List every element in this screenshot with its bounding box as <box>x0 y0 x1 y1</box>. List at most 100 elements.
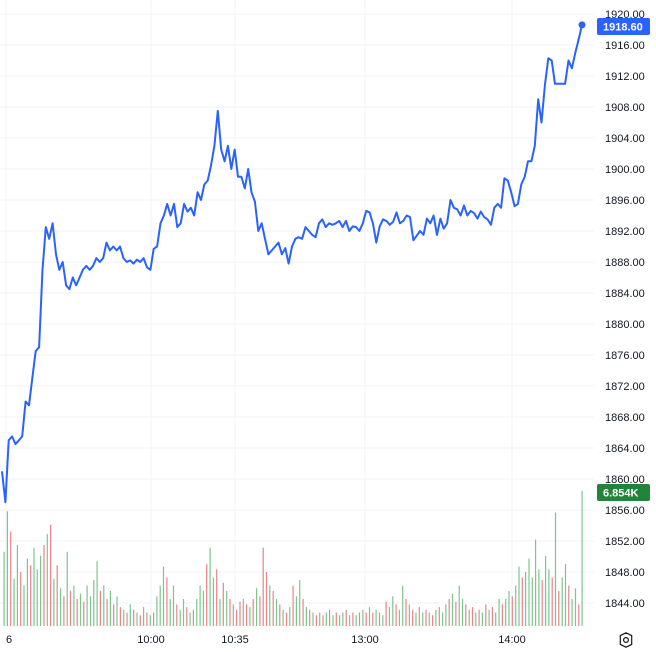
y-tick-label: 1868.00 <box>605 412 645 424</box>
volume-bar <box>119 607 121 626</box>
gear-icon <box>619 632 633 648</box>
volume-bar <box>448 599 450 626</box>
volume-bar <box>445 604 447 626</box>
volume-bar <box>305 607 307 626</box>
volume-bar <box>146 612 148 626</box>
volume-bar <box>96 561 98 626</box>
volume-bar <box>162 566 165 626</box>
volume-bar <box>442 612 444 626</box>
x-tick-label: 6 <box>6 634 12 646</box>
volume-bar <box>40 555 42 626</box>
volume-bar <box>568 585 570 626</box>
volume-bar <box>418 607 420 626</box>
volume-bar <box>246 604 248 626</box>
volume-bar <box>491 607 493 626</box>
volume-bar <box>256 588 258 626</box>
x-tick-label: 14:00 <box>498 634 526 646</box>
volume-bar <box>451 593 454 626</box>
volume-bar <box>495 612 497 626</box>
volume-bar <box>541 580 543 626</box>
volume-bar <box>269 585 271 626</box>
volume-bar <box>385 601 387 626</box>
volume-bar <box>478 609 480 626</box>
price-line[interactable] <box>1 24 583 504</box>
volume-bar <box>76 599 78 626</box>
volume-bar <box>23 585 25 626</box>
volume-bar <box>86 585 88 626</box>
x-tick-label: 13:00 <box>351 634 379 646</box>
volume-bar <box>272 590 274 626</box>
volume-bar <box>329 609 331 626</box>
volume-bar <box>505 599 507 626</box>
volume-bar <box>574 588 577 626</box>
y-tick-label: 1892.00 <box>605 226 645 238</box>
volume-bar <box>20 572 22 626</box>
volume-bar <box>362 609 364 626</box>
x-tick-label: 10:35 <box>221 634 249 646</box>
volume-bar <box>93 580 95 626</box>
volume-bar <box>299 580 301 626</box>
volume-bar <box>372 612 374 626</box>
volume-bar <box>36 569 38 626</box>
volume-bar <box>179 609 181 626</box>
volume-bar <box>109 590 111 626</box>
volume-bar <box>485 604 487 626</box>
volume-bar <box>182 599 185 626</box>
volume-bar <box>196 599 198 626</box>
volume-bar <box>232 604 234 626</box>
volume-bar <box>172 585 175 626</box>
volume-bar <box>335 612 337 626</box>
volume-bar <box>315 615 317 626</box>
volume-bar <box>222 582 224 626</box>
volume-bar <box>166 577 168 626</box>
volume-bar <box>455 601 457 626</box>
volume-bar <box>481 612 483 626</box>
volume-bar <box>545 555 547 626</box>
volume-bar <box>43 545 45 626</box>
volume-bars <box>3 491 583 627</box>
volume-bar <box>332 615 334 626</box>
volume-bar <box>83 601 85 626</box>
volume-bar <box>10 531 12 626</box>
volume-bar <box>548 569 550 626</box>
volume-bar <box>322 615 324 626</box>
volume-bar <box>169 599 171 626</box>
volume-bar <box>488 609 490 626</box>
volume-bar <box>461 599 464 626</box>
volume-bar <box>295 596 297 626</box>
volume-bar <box>289 607 291 626</box>
volume-bar <box>412 609 414 626</box>
volume-bar <box>312 612 314 626</box>
volume-bar <box>581 491 583 626</box>
volume-bar <box>375 609 377 626</box>
volume-bar <box>30 565 32 627</box>
volume-bar <box>319 612 321 626</box>
y-tick-label: 1880.00 <box>605 319 645 331</box>
volume-bar <box>398 609 400 626</box>
volume-badge: 6.854K <box>597 484 650 501</box>
volume-bar <box>279 604 281 626</box>
volume-bar <box>325 612 327 626</box>
volume-bar <box>189 612 191 626</box>
x-tick-label: 10:00 <box>137 634 165 646</box>
volume-bar <box>123 609 125 626</box>
volume-bar <box>525 572 527 626</box>
y-tick-label: 1884.00 <box>605 288 645 300</box>
volume-bar <box>355 615 357 626</box>
chart-settings-button[interactable] <box>617 631 635 649</box>
y-tick-label: 1912.00 <box>605 71 645 83</box>
volume-bar <box>352 612 354 626</box>
volume-bar <box>53 578 55 627</box>
volume-bar <box>571 599 573 626</box>
volume-bar <box>471 607 474 626</box>
volume-bar <box>63 596 65 626</box>
volume-bar <box>249 607 251 626</box>
volume-bar <box>428 612 430 626</box>
volume-bar <box>538 569 540 626</box>
volume-bar <box>564 563 567 626</box>
volume-bar <box>199 585 201 626</box>
volume-bar <box>309 609 311 626</box>
volume-bar <box>33 547 35 626</box>
volume-bar <box>422 612 424 626</box>
